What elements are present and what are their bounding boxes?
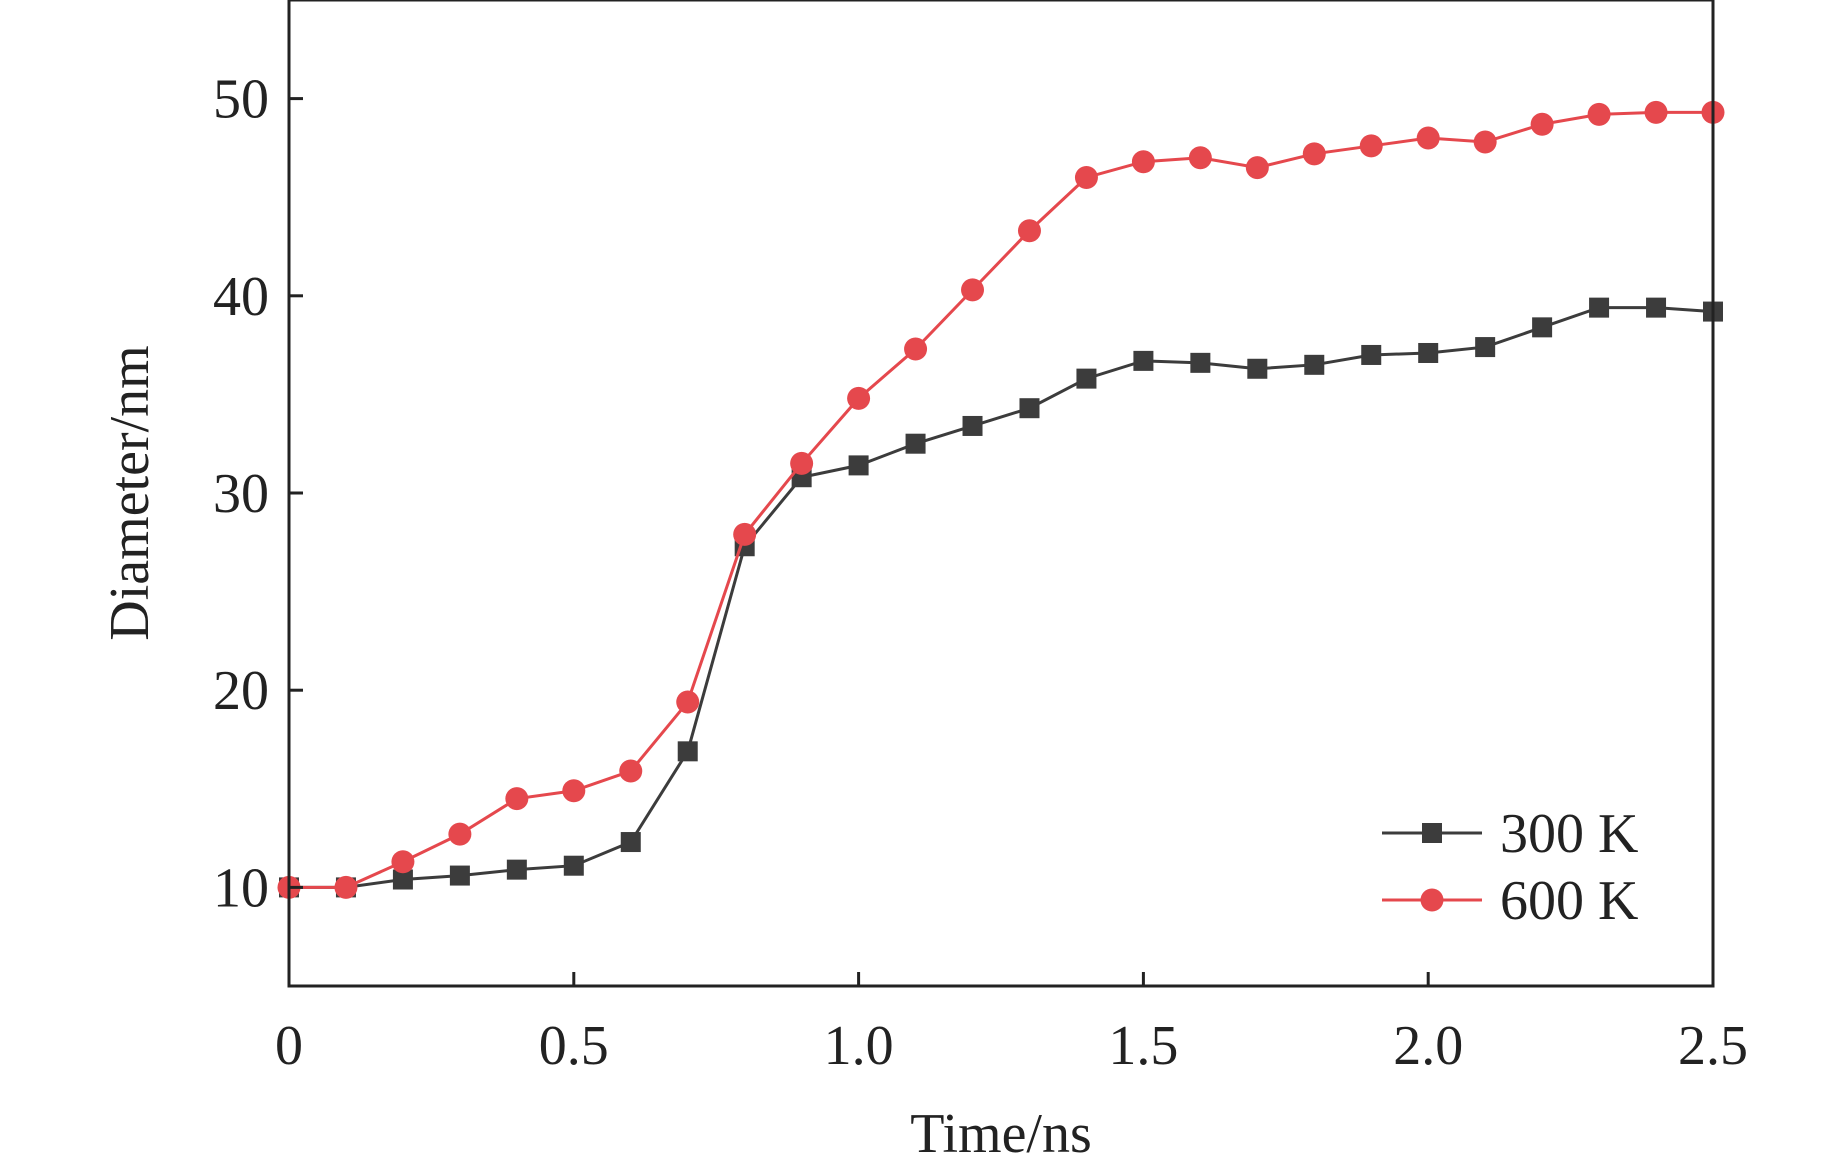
data-point	[848, 455, 869, 476]
data-point	[1076, 368, 1097, 389]
x-tick-label: 1.5	[1108, 1015, 1178, 1077]
data-point	[1190, 352, 1211, 373]
data-point	[1245, 156, 1269, 180]
x-axis-label: Time/ns	[910, 1103, 1092, 1165]
data-point	[1133, 350, 1154, 371]
legend-item: 300 K	[1382, 803, 1638, 865]
data-point	[676, 690, 700, 714]
legend-label: 600 K	[1500, 870, 1638, 932]
data-point	[1587, 102, 1611, 126]
data-point	[1359, 134, 1383, 158]
series-300k	[279, 297, 1723, 898]
data-point	[790, 451, 814, 475]
data-point	[1418, 342, 1439, 363]
data-point	[392, 869, 413, 890]
legend-item: 600 K	[1382, 870, 1638, 932]
data-point	[1644, 100, 1668, 124]
data-point	[847, 386, 871, 410]
data-point	[1475, 337, 1496, 358]
x-tick-label: 2.0	[1393, 1015, 1463, 1077]
series-600k	[277, 100, 1725, 899]
data-point	[962, 415, 983, 436]
legend-marker	[1420, 888, 1444, 912]
data-point	[1019, 398, 1040, 419]
data-point	[619, 759, 643, 783]
data-point	[448, 822, 472, 846]
y-axis-label: Diameter/nm	[99, 345, 161, 640]
data-point	[1304, 354, 1325, 375]
data-point	[1530, 112, 1554, 136]
data-point	[1188, 146, 1212, 170]
data-point	[904, 337, 928, 361]
data-point	[905, 433, 926, 454]
data-point	[1074, 165, 1098, 189]
data-point	[1247, 358, 1268, 379]
y-tick-label: 10	[213, 857, 269, 919]
data-point	[1017, 219, 1041, 243]
y-tick-label: 50	[213, 69, 269, 131]
series-line	[289, 110, 1713, 889]
legend-marker	[1422, 823, 1442, 843]
data-point	[505, 787, 529, 811]
data-point	[1131, 150, 1155, 174]
data-point	[562, 779, 586, 803]
data-point	[1473, 130, 1497, 154]
x-tick-label: 1.0	[824, 1015, 894, 1077]
data-point	[449, 865, 470, 886]
series-line	[289, 306, 1714, 889]
data-point	[391, 850, 415, 874]
x-tick-label: 0.5	[539, 1015, 609, 1077]
data-point	[1646, 297, 1667, 318]
x-tick-label: 0	[275, 1015, 303, 1077]
data-point	[1361, 344, 1382, 365]
data-point	[677, 741, 698, 762]
data-point	[1532, 317, 1553, 338]
y-tick-label: 40	[213, 266, 269, 328]
data-point	[1302, 142, 1326, 166]
data-point	[620, 832, 641, 853]
data-point	[334, 875, 358, 899]
data-point	[733, 522, 757, 546]
data-point	[1589, 297, 1610, 318]
y-tick-label: 30	[213, 463, 269, 525]
y-tick-label: 20	[213, 660, 269, 722]
data-point	[961, 278, 985, 302]
data-point	[563, 855, 584, 876]
data-point	[1416, 126, 1440, 150]
x-tick-label: 2.5	[1678, 1015, 1748, 1077]
data-point	[506, 859, 527, 880]
legend-label: 300 K	[1500, 803, 1638, 865]
